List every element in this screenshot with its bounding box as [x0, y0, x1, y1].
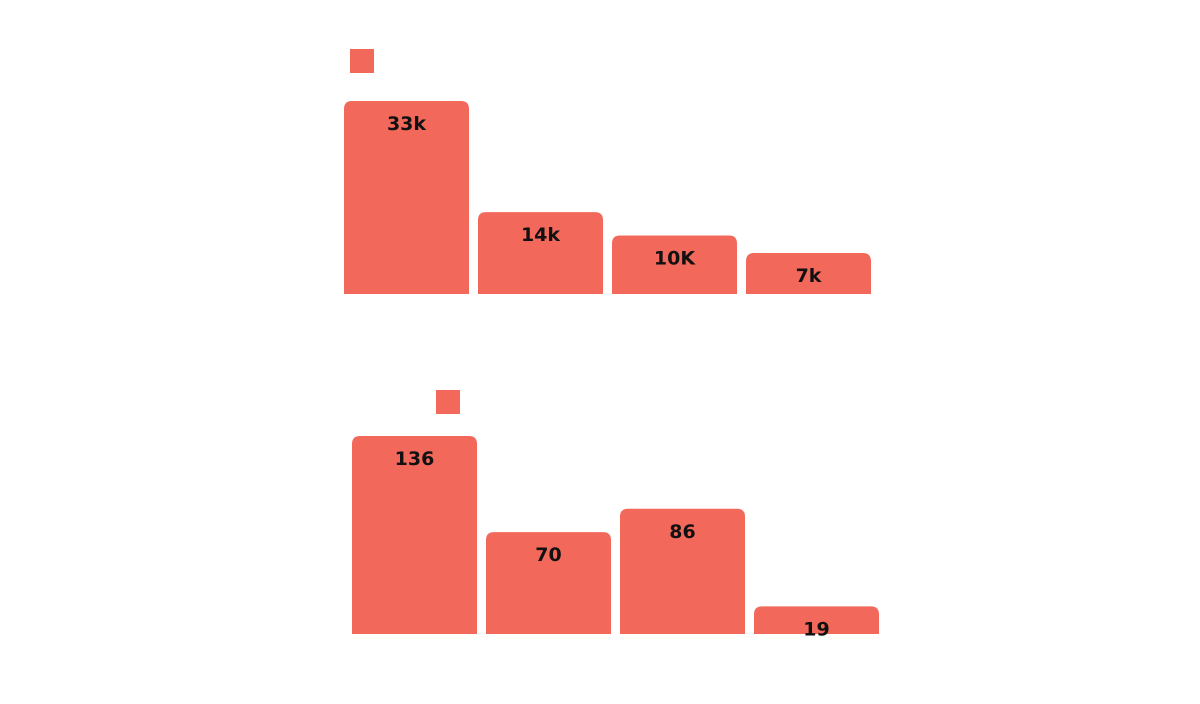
bar	[754, 606, 879, 634]
bar	[486, 532, 611, 634]
legend-swatch	[350, 49, 374, 73]
bar	[352, 436, 477, 634]
bar-value-label: 70	[535, 544, 561, 566]
bar-value-label: 14k	[521, 224, 560, 246]
bar	[612, 235, 737, 294]
bar	[478, 212, 603, 294]
bar-value-label: 33k	[387, 113, 426, 135]
bar	[746, 253, 871, 294]
bar-chart-top-svg: 33k 14k 10K 7k	[344, 49, 871, 294]
bar-value-label: 136	[395, 448, 435, 470]
bar-value-label: 10K	[654, 248, 696, 270]
bar-value-label: 19	[803, 618, 829, 640]
bar-value-label: 7k	[796, 265, 822, 287]
bar	[344, 101, 469, 294]
bar-chart-bottom-svg: 136 70 86 19	[352, 390, 879, 640]
legend-swatch	[436, 390, 460, 414]
bar-chart-bottom: 136 70 86 19	[0, 340, 1200, 704]
bar-value-label: 86	[669, 521, 695, 543]
bar	[620, 508, 745, 634]
bar-chart-top: 33k 14k 10K 7k	[0, 0, 1200, 340]
